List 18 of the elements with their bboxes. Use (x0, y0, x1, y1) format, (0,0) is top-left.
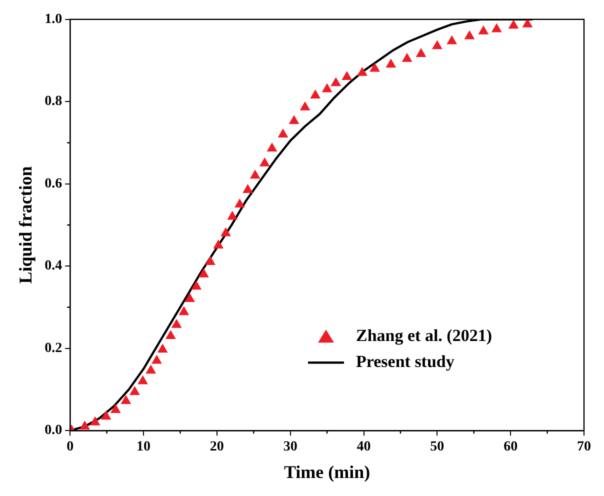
x-tick-label: 20 (210, 440, 224, 455)
x-tick-label: 70 (577, 440, 591, 455)
y-tick-label: 1.0 (44, 12, 62, 28)
y-tick-label: 0.2 (44, 340, 62, 356)
x-tick-label: 10 (136, 440, 151, 455)
x-tick-label: 40 (356, 440, 371, 455)
x-axis-title: Time (min) (284, 462, 370, 482)
x-tick-label: 60 (504, 440, 518, 455)
y-tick-label: 0.0 (44, 423, 62, 438)
x-tick-label: 0 (66, 440, 74, 455)
legend-label: Zhang et al. (2021) (356, 326, 492, 345)
y-tick-label: 0.6 (44, 176, 62, 192)
y-axis-title: Liquid fraction (15, 166, 36, 284)
legend-label: Present study (356, 352, 455, 371)
y-tick-label: 0.8 (44, 94, 62, 110)
x-tick-label: 50 (430, 440, 444, 455)
y-tick-label: 0.4 (44, 258, 62, 274)
x-tick-label: 30 (283, 440, 298, 455)
